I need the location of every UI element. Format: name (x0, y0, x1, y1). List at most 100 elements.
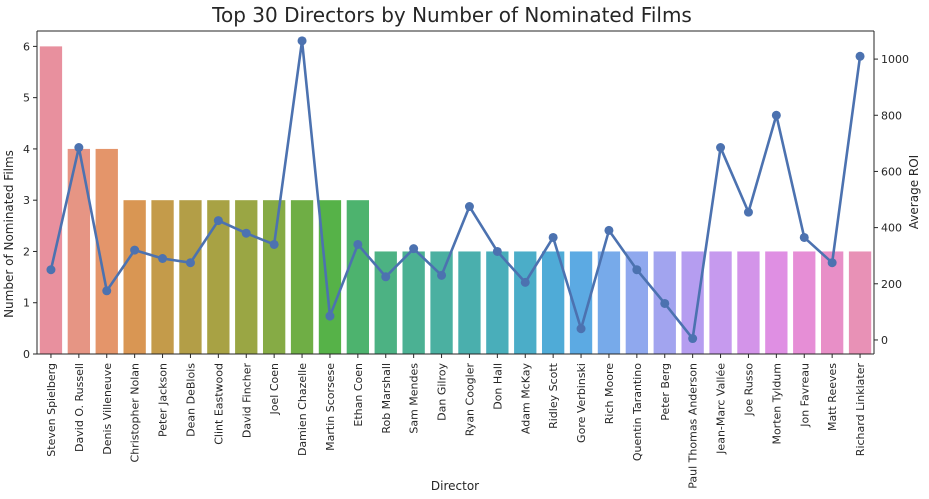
roi-point-24 (716, 143, 726, 153)
x-tick-label: Steven Spielberg (45, 363, 58, 457)
roi-point-20 (604, 225, 614, 235)
bar-11 (346, 200, 370, 354)
y-axis-title: Number of Nominated Films (2, 150, 16, 318)
bar-15 (458, 251, 481, 354)
roi-point-11 (353, 239, 363, 249)
bar-3 (123, 200, 146, 354)
x-tick-label: Dan Gilroy (436, 363, 449, 421)
y-tick-label: 5 (23, 92, 30, 105)
roi-point-12 (381, 272, 391, 282)
x-tick-label: David Fincher (240, 363, 253, 439)
y2-axis-title: Average ROI (907, 155, 921, 229)
roi-point-4 (158, 254, 168, 263)
bar-20 (597, 251, 621, 354)
x-tick-label: Don Hall (491, 363, 504, 410)
x-tick-label: Dean DeBlois (184, 363, 197, 437)
y-tick-label: 3 (23, 194, 30, 207)
bar-25 (737, 251, 760, 354)
x-tick-label: Denis Villeneuve (101, 363, 114, 455)
bar-2 (95, 148, 118, 354)
bar-23 (681, 251, 704, 354)
bar-19 (569, 251, 593, 354)
x-tick-label: Morten Tyldum (770, 363, 783, 445)
x-tick-label: Quentin Tarantino (631, 363, 644, 461)
y2-tick-label: 800 (881, 109, 902, 122)
x-tick-label: Peter Jackson (157, 363, 170, 437)
y-tick-label: 6 (23, 40, 30, 53)
left-y-axis: 0 1 2 3 4 5 6 (23, 31, 38, 361)
roi-point-13 (409, 244, 419, 254)
x-tick-label: Ryan Coogler (463, 363, 476, 437)
y2-tick-label: 400 (881, 222, 902, 235)
right-y-axis: 0 200 400 600 800 1000 (873, 31, 909, 354)
y-tick-label: 4 (23, 143, 30, 156)
roi-point-5 (185, 258, 195, 268)
bar-29 (848, 251, 872, 354)
x-tick-label: Richard Linklater (854, 363, 867, 457)
x-tick-label: Matt Reeves (826, 363, 839, 431)
y2-tick-label: 200 (881, 278, 902, 291)
x-tick-label: Jon Favreau (798, 363, 811, 428)
roi-point-6 (213, 216, 223, 226)
y2-tick-label: 600 (881, 165, 902, 178)
x-tick-label: Paul Thomas Anderson (687, 363, 700, 489)
roi-point-27 (799, 232, 809, 242)
bar-16 (486, 251, 509, 354)
bar-14 (430, 251, 453, 354)
roi-point-18 (548, 232, 558, 242)
x-tick-label: Gore Verbinski (575, 363, 588, 443)
roi-point-2 (102, 286, 112, 296)
x-axis: Steven Spielberg David O. Russell Denis Vi… (37, 30, 874, 489)
roi-point-8 (269, 239, 279, 249)
roi-point-21 (632, 265, 642, 275)
x-tick-label: Christopher Nolan (129, 363, 142, 463)
x-tick-label: Joel Coen (268, 363, 281, 415)
bar-8 (262, 200, 286, 354)
roi-point-3 (130, 245, 140, 255)
bar-18 (541, 251, 565, 354)
x-tick-label: Rob Marshall (380, 363, 393, 434)
bar-9 (290, 200, 314, 354)
bar-24 (709, 251, 732, 354)
y-tick-label: 0 (23, 348, 30, 361)
bar-1 (67, 148, 91, 354)
x-tick-label: Adam McKay (519, 363, 532, 435)
bar-series (39, 46, 872, 354)
roi-point-1 (74, 143, 84, 153)
y-tick-label: 2 (23, 245, 30, 258)
bar-28 (820, 251, 844, 354)
x-tick-label: Jean-Marc Vallée (715, 363, 728, 455)
x-tick-label: Damien Chazelle (296, 363, 309, 456)
bar-27 (793, 251, 816, 354)
x-tick-label: Rich Moore (603, 363, 616, 424)
x-tick-label: Ethan Coen (352, 363, 365, 427)
y2-tick-label: 0 (881, 334, 888, 347)
bar-10 (318, 200, 342, 354)
y-tick-label: 1 (23, 297, 30, 310)
x-tick-label: Sam Mendes (408, 363, 421, 434)
roi-point-26 (771, 110, 781, 120)
bar-12 (374, 251, 397, 354)
roi-point-15 (464, 202, 474, 212)
roi-point-7 (241, 228, 251, 238)
bar-17 (514, 251, 537, 354)
bar-13 (402, 251, 425, 354)
roi-point-14 (437, 270, 447, 280)
x-tick-label: Joe Russo (742, 363, 755, 417)
bar-6 (207, 200, 230, 354)
roi-line (49, 39, 862, 340)
roi-point-17 (520, 277, 530, 287)
roi-point-29 (855, 51, 865, 61)
x-tick-label: David O. Russell (73, 363, 86, 452)
roi-point-22 (660, 298, 670, 308)
roi-point-19 (576, 324, 586, 334)
roi-point-9 (297, 36, 307, 46)
roi-point-28 (827, 258, 837, 268)
bar-5 (179, 200, 202, 354)
bar-26 (765, 251, 788, 354)
roi-point-16 (492, 246, 502, 256)
bar-4 (151, 200, 174, 354)
roi-point-25 (743, 207, 753, 217)
